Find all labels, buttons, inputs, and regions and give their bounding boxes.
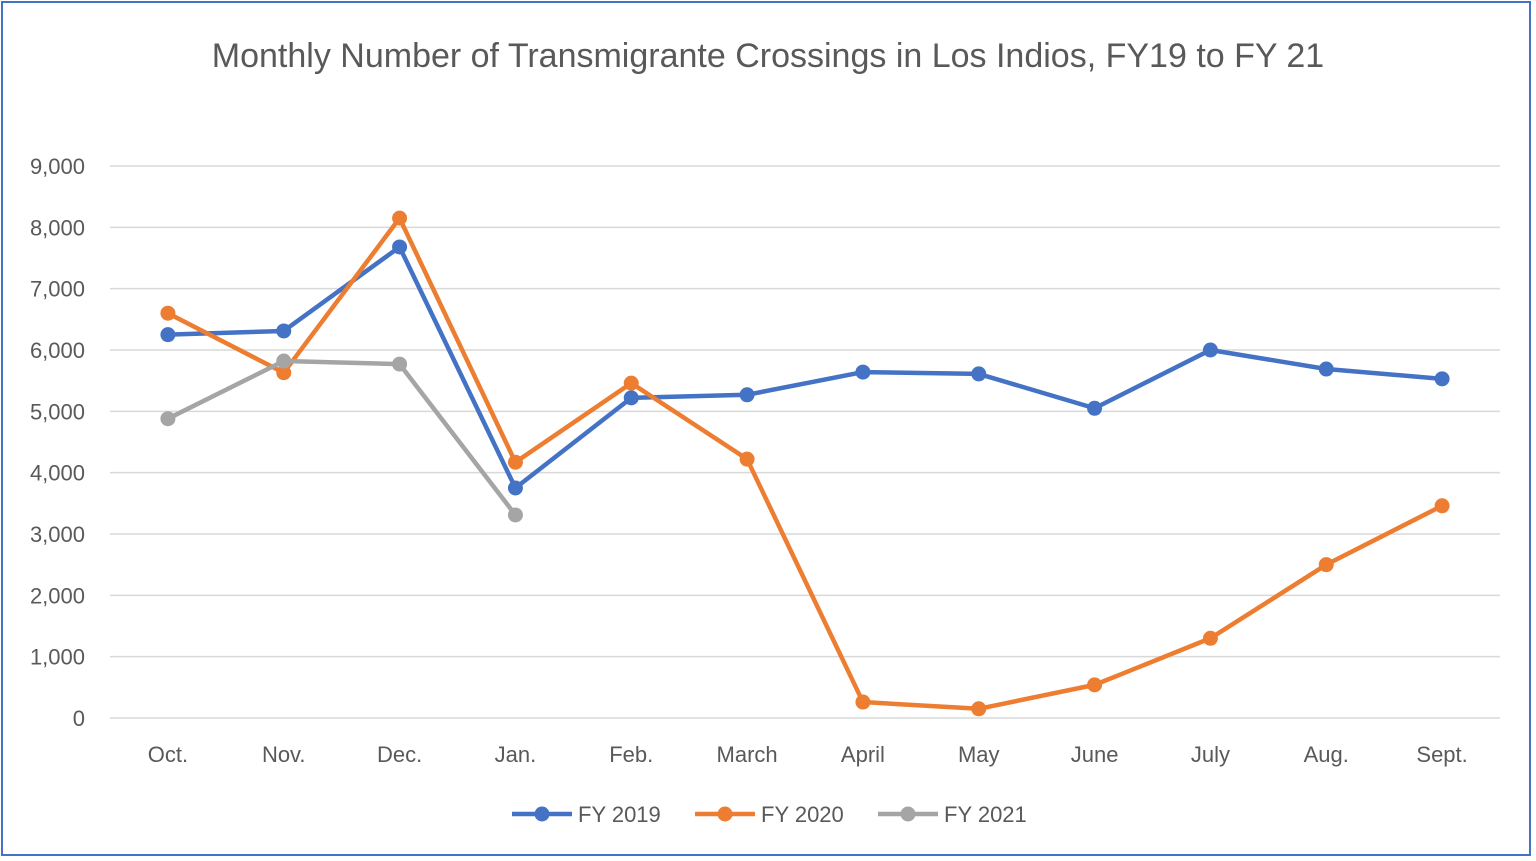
data-point [855,694,871,710]
y-tick-label: 3,000 [30,522,85,547]
y-tick-label: 0 [73,706,85,731]
data-point [160,305,176,321]
x-tick-label: Dec. [377,742,422,767]
y-tick-label: 8,000 [30,215,85,240]
legend-marker [900,806,916,822]
data-point [1318,361,1334,377]
x-tick-label: Jan. [495,742,537,767]
data-point [392,239,408,255]
data-point [739,387,755,403]
legend-label: FY 2021 [944,802,1027,827]
legend-marker [717,806,733,822]
data-point [971,366,987,382]
x-tick-label: July [1191,742,1230,767]
data-point [1434,371,1450,387]
data-point [160,411,176,427]
data-point [507,480,523,496]
x-tick-label: June [1071,742,1119,767]
y-tick-label: 7,000 [30,277,85,302]
data-point [276,365,292,381]
x-tick-label: Aug. [1304,742,1349,767]
chart-title: Monthly Number of Transmigrante Crossing… [0,30,1536,82]
x-tick-label: Oct. [148,742,188,767]
data-point [855,364,871,380]
data-point [1202,342,1218,358]
data-point [1087,677,1103,693]
x-tick-label: April [841,742,885,767]
data-point [739,451,755,467]
x-tick-label: Feb. [609,742,653,767]
series-line-fy-2019 [167,244,1443,491]
data-point [160,327,176,343]
data-point [276,353,292,369]
legend-label: FY 2019 [578,802,661,827]
data-point [276,323,292,339]
y-tick-label: 5,000 [30,399,85,424]
y-tick-label: 2,000 [30,583,85,608]
data-point [507,507,523,523]
data-point [1202,630,1218,646]
y-tick-label: 6,000 [30,338,85,363]
legend-label: FY 2020 [761,802,844,827]
x-tick-label: March [717,742,778,767]
series-line-fy-2021 [166,358,518,517]
data-point [1087,400,1103,416]
data-point [392,356,408,372]
series-line-fy-2020 [166,215,1444,712]
data-point [623,375,639,391]
y-tick-label: 1,000 [30,645,85,670]
data-point [1434,498,1450,514]
y-tick-label: 9,000 [30,154,85,179]
data-point [1318,557,1334,573]
x-tick-label: May [958,742,1000,767]
y-tick-label: 4,000 [30,461,85,486]
data-point [971,701,987,717]
x-tick-label: Sept. [1416,742,1467,767]
legend-marker [534,806,550,822]
chart-title-text: Monthly Number of Transmigrante Crossing… [211,37,1325,75]
x-tick-label: Nov. [262,742,306,767]
data-point [392,210,408,226]
data-point [623,390,639,406]
data-point [507,454,523,470]
